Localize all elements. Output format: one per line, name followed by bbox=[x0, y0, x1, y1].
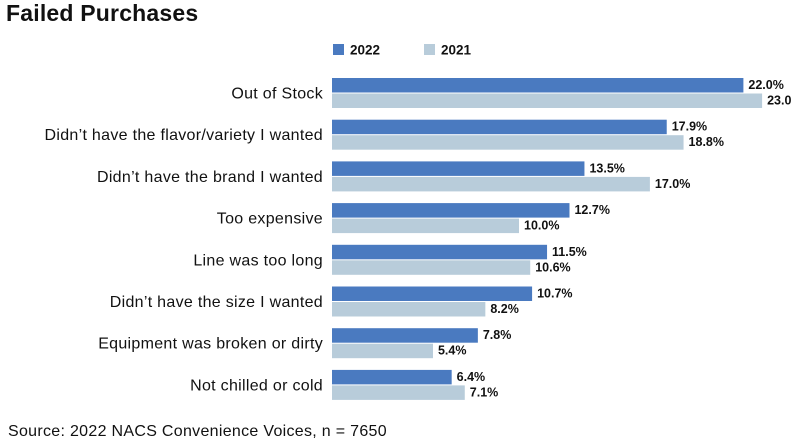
chart-title: Failed Purchases bbox=[6, 0, 199, 26]
bar-2022-5 bbox=[332, 244, 548, 260]
value-label-2021-5: 10.6% bbox=[535, 260, 570, 274]
bar-2022-2 bbox=[332, 119, 667, 135]
bar-2022-1 bbox=[332, 78, 744, 93]
value-label-2021-4: 10.0% bbox=[524, 219, 559, 233]
value-labels: 22.0% 23.0 17.9%18.8% 13.5% 17.0% 12.7% 10.0% 1… bbox=[438, 78, 791, 399]
value-label-2022-8: 6.4% bbox=[457, 370, 486, 384]
value-label-2021-1: 23.0 bbox=[767, 94, 791, 108]
value-label-2021-2: 18.8% bbox=[689, 135, 724, 149]
category-1-label: Out of Stock bbox=[231, 86, 323, 103]
bar-2022-8 bbox=[332, 369, 452, 385]
bar-2022-6 bbox=[332, 286, 533, 301]
value-label-2022-5: 11.5% bbox=[552, 245, 587, 259]
bar-2021-1 bbox=[332, 93, 763, 108]
category-2-label: Didn’t have the flavor/variety I wanted bbox=[44, 127, 323, 144]
value-label-2022-4: 12.7% bbox=[574, 203, 609, 217]
bar-2021-5 bbox=[332, 260, 531, 275]
category-8-label: Not chilled or cold bbox=[190, 377, 323, 394]
bar-2021-8 bbox=[332, 385, 465, 400]
value-label-2022-6: 10.7% bbox=[537, 287, 572, 301]
legend-swatch-2022 bbox=[333, 44, 344, 55]
value-label-2022-3: 13.5% bbox=[589, 161, 624, 175]
bar-2021-2 bbox=[332, 135, 684, 150]
bar-2021-6 bbox=[332, 302, 486, 317]
bar-2021-4 bbox=[332, 218, 519, 234]
value-label-2021-6: 8.2% bbox=[490, 302, 518, 316]
value-label-2021-7: 5.4% bbox=[438, 344, 467, 358]
category-7-label: Equipment was broken or dirty bbox=[98, 336, 323, 353]
bar-2021-7 bbox=[332, 343, 433, 359]
legend-label-2022: 2022 bbox=[350, 43, 380, 58]
bar-2022-4 bbox=[332, 203, 570, 218]
bar-2022-7 bbox=[332, 328, 478, 343]
value-label-2022-2: 17.9% bbox=[672, 120, 707, 134]
value-label-2022-7: 7.8% bbox=[483, 328, 512, 342]
bars bbox=[332, 78, 763, 400]
bar-2022-3 bbox=[332, 161, 585, 176]
value-label-2022-1: 22.0% bbox=[748, 78, 783, 92]
category-5-label: Line was too long bbox=[193, 252, 323, 269]
source-note: Source: 2022 NACS Convenience Voices, n … bbox=[8, 423, 387, 440]
legend-label-2021: 2021 bbox=[441, 43, 472, 58]
legend-swatch-2021 bbox=[424, 44, 435, 55]
bar-2021-3 bbox=[332, 176, 650, 192]
category-4-label: Too expensive bbox=[217, 211, 323, 228]
legend: 2022 2021 bbox=[333, 43, 472, 58]
category-labels: Out of Stock Didn’t have the flavor/varie… bbox=[44, 86, 323, 395]
value-label-2021-3: 17.0% bbox=[655, 177, 690, 191]
category-6-label: Didn’t have the size I wanted bbox=[110, 294, 323, 311]
category-3-label: Didn’t have the brand I wanted bbox=[97, 169, 323, 186]
value-label-2021-8: 7.1% bbox=[470, 385, 499, 399]
